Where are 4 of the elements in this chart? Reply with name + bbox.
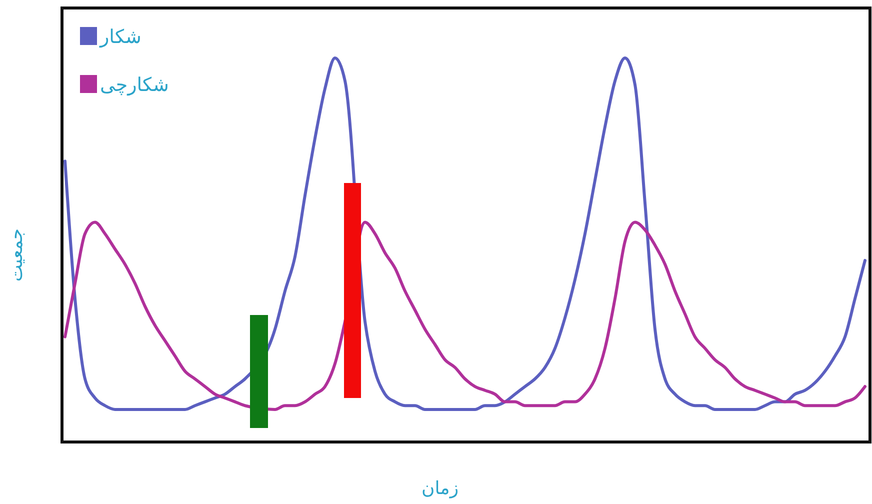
legend-label: شکار <box>99 26 142 48</box>
x-axis-title: زمان <box>421 478 459 499</box>
y-axis-title: جمعیت <box>6 228 27 282</box>
legend-label: شکارچی <box>100 74 169 96</box>
